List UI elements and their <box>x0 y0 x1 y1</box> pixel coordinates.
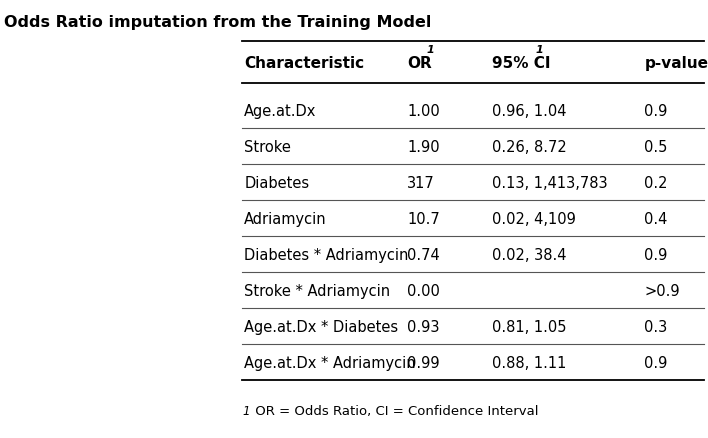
Text: Diabetes: Diabetes <box>244 176 309 191</box>
Text: Age.at.Dx * Adriamycin: Age.at.Dx * Adriamycin <box>244 356 416 371</box>
Text: Stroke: Stroke <box>244 140 291 155</box>
Text: 0.9: 0.9 <box>644 104 668 119</box>
Text: 0.02, 4,109: 0.02, 4,109 <box>492 212 576 227</box>
Text: OR: OR <box>407 56 432 71</box>
Text: Characteristic: Characteristic <box>244 56 365 71</box>
Text: 0.5: 0.5 <box>644 140 668 155</box>
Text: 0.9: 0.9 <box>644 248 668 263</box>
Text: Age.at.Dx: Age.at.Dx <box>244 104 316 119</box>
Text: 0.99: 0.99 <box>407 356 440 371</box>
Text: 0.26, 8.72: 0.26, 8.72 <box>492 140 567 155</box>
Text: Adriamycin: Adriamycin <box>244 212 327 227</box>
Text: 0.2: 0.2 <box>644 176 668 191</box>
Text: Odds Ratio imputation from the Training Model: Odds Ratio imputation from the Training … <box>4 15 431 30</box>
Text: 95% CI: 95% CI <box>492 56 551 71</box>
Text: 0.02, 38.4: 0.02, 38.4 <box>492 248 566 263</box>
Text: 0.3: 0.3 <box>644 320 668 335</box>
Text: 1.90: 1.90 <box>407 140 440 155</box>
Text: 1: 1 <box>427 46 435 55</box>
Text: p-value: p-value <box>644 56 708 71</box>
Text: 0.13, 1,413,783: 0.13, 1,413,783 <box>492 176 607 191</box>
Text: 1: 1 <box>242 404 250 417</box>
Text: 0.93: 0.93 <box>407 320 440 335</box>
Text: 0.74: 0.74 <box>407 248 440 263</box>
Text: 0.4: 0.4 <box>644 212 668 227</box>
Text: Age.at.Dx * Diabetes: Age.at.Dx * Diabetes <box>244 320 399 335</box>
Text: 1.00: 1.00 <box>407 104 440 119</box>
Text: 0.96, 1.04: 0.96, 1.04 <box>492 104 566 119</box>
Text: 10.7: 10.7 <box>407 212 440 227</box>
Text: 0.9: 0.9 <box>644 356 668 371</box>
Text: 1: 1 <box>536 46 544 55</box>
Text: 0.00: 0.00 <box>407 284 440 299</box>
Text: 0.88, 1.11: 0.88, 1.11 <box>492 356 566 371</box>
Text: 317: 317 <box>407 176 435 191</box>
Text: OR = Odds Ratio, CI = Confidence Interval: OR = Odds Ratio, CI = Confidence Interva… <box>251 404 539 417</box>
Text: Diabetes * Adriamycin: Diabetes * Adriamycin <box>244 248 409 263</box>
Text: >0.9: >0.9 <box>644 284 680 299</box>
Text: Stroke * Adriamycin: Stroke * Adriamycin <box>244 284 390 299</box>
Text: 0.81, 1.05: 0.81, 1.05 <box>492 320 566 335</box>
